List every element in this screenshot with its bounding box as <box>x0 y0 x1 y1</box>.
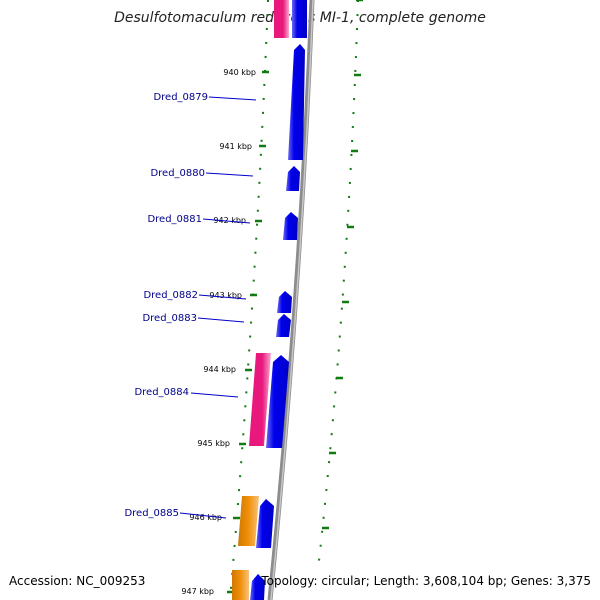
leader-dred-0884 <box>190 392 239 398</box>
backbone-line-highlight <box>270 0 314 600</box>
inner-major-ticks <box>227 70 269 594</box>
tick-label-946: 946 kbp <box>189 513 222 522</box>
genome-summary-text: Topology: circular; Length: 3,608,104 bp… <box>261 574 591 588</box>
backbone-line <box>267 0 315 600</box>
leader-dred-0881 <box>202 218 251 224</box>
outer-major-ticks <box>322 0 363 530</box>
leader-dred-0883 <box>197 317 245 323</box>
tick-label-947: 947 kbp <box>181 587 214 596</box>
gene-dred-0884-pink <box>249 353 271 446</box>
gene-pink-top <box>274 0 289 38</box>
gene-label-dred-0882[interactable]: Dred_0882 <box>143 290 198 301</box>
gene-blue-top <box>292 0 307 38</box>
gene-dred-0885-orange <box>238 496 259 546</box>
gene-dred-0882-arrow <box>277 291 292 313</box>
tick-label-940: 940 kbp <box>223 68 256 77</box>
gene-label-dred-0881[interactable]: Dred_0881 <box>147 214 202 225</box>
accession-text: Accession: NC_009253 <box>9 574 146 588</box>
tick-label-943: 943 kbp <box>209 291 242 300</box>
gene-dred-0879-arrow <box>288 44 305 160</box>
gene-label-dred-0880[interactable]: Dred_0880 <box>150 168 205 179</box>
gene-dred-0884-arrow <box>266 355 289 448</box>
gene-blue-bottom <box>250 574 265 600</box>
gene-label-dred-0884[interactable]: Dred_0884 <box>134 387 189 398</box>
gene-dred-0880-arrow <box>286 166 300 191</box>
leader-dred-0885 <box>179 512 227 519</box>
tick-label-941: 941 kbp <box>219 142 252 151</box>
inner-tick-ring <box>229 0 269 600</box>
tick-label-942: 942 kbp <box>213 216 246 225</box>
gene-dred-0883-arrow <box>276 314 291 337</box>
gene-orange-bottom <box>232 570 249 600</box>
tick-label-944: 944 kbp <box>203 365 236 374</box>
gene-label-dred-0879[interactable]: Dred_0879 <box>153 92 208 103</box>
outer-tick-ring <box>317 0 359 571</box>
gene-label-dred-0883[interactable]: Dred_0883 <box>142 313 197 324</box>
leader-dred-0880 <box>205 172 254 177</box>
leader-dred-0879 <box>208 96 257 101</box>
leader-dred-0882 <box>198 294 247 300</box>
gene-label-dred-0885[interactable]: Dred_0885 <box>124 508 179 519</box>
tick-label-945: 945 kbp <box>197 439 230 448</box>
gene-dred-0885-arrow <box>256 499 274 548</box>
gene-dred-0881-arrow <box>283 212 298 240</box>
